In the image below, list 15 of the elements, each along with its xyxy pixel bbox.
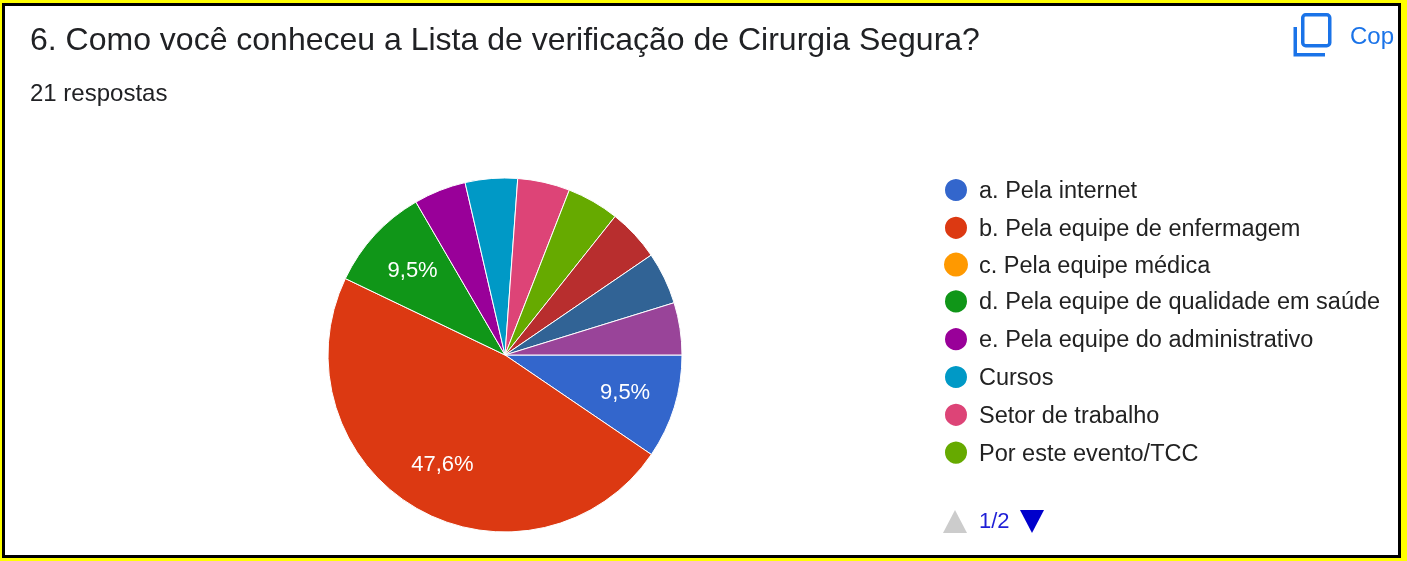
data-label: 9,5%	[600, 379, 651, 405]
chart-title: 6. Como você conheceu a Lista de verificação de Cirurgia Segura?	[30, 21, 980, 57]
legend-label: Por este evento/TCC	[979, 439, 1199, 466]
text: Cop	[1350, 22, 1395, 49]
text: 1/2	[979, 508, 1010, 533]
legend-label: c. Pela equipe médica	[979, 251, 1212, 278]
legend-label: e. Pela equipe do administrativo	[979, 326, 1314, 353]
legend-label: Setor de trabalho	[979, 401, 1160, 428]
text: 21 respostas	[30, 78, 168, 106]
data-label: 9,5%	[387, 257, 438, 283]
legend-label: d. Pela equipe de qualidade em saúde	[979, 288, 1381, 315]
data-label: 47,6%	[411, 451, 474, 477]
legend-label: b. Pela equipe de enfermagem	[979, 214, 1301, 241]
legend-label: a. Pela internet	[979, 177, 1138, 203]
legend-label: Cursos	[979, 364, 1054, 390]
